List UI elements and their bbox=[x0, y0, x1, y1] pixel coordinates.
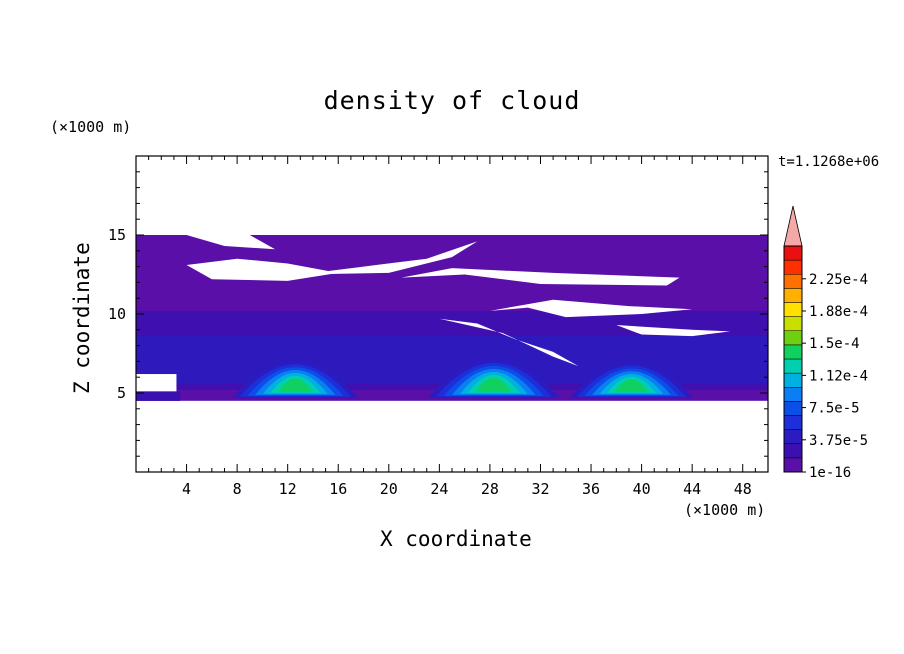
clear-gap-3 bbox=[401, 268, 680, 286]
colorbar-label: 7.5e-5 bbox=[809, 401, 860, 417]
cloud-field bbox=[136, 156, 768, 472]
colorbar-segment bbox=[783, 245, 803, 261]
clear-gap-6 bbox=[616, 325, 731, 337]
colorbar-segment bbox=[783, 457, 803, 473]
x-tick-label: 20 bbox=[380, 480, 398, 498]
colorbar-segment bbox=[783, 415, 803, 430]
x-tick-label: 36 bbox=[582, 480, 600, 498]
y-unit-label: (×1000 m) bbox=[50, 118, 132, 136]
clear-gap-2 bbox=[300, 241, 478, 275]
x-tick-label: 48 bbox=[734, 480, 752, 498]
y-tick-label: 15 bbox=[108, 226, 126, 244]
colorbar-segment bbox=[783, 302, 803, 317]
chart-title: density of cloud bbox=[323, 86, 581, 115]
updraft-core-0-ring-6 bbox=[278, 378, 313, 392]
colorbar-segment bbox=[783, 401, 803, 416]
clear-gap-4 bbox=[489, 299, 693, 318]
colorbar-label: 1e-16 bbox=[809, 465, 851, 481]
x-tick-label: 12 bbox=[279, 480, 297, 498]
clear-gap-8 bbox=[136, 156, 768, 235]
clear-gap-0 bbox=[186, 235, 276, 250]
colorbar-segment bbox=[783, 274, 803, 289]
time-label: t=1.1268e+06 bbox=[778, 154, 880, 170]
colorbar-segment bbox=[783, 288, 803, 303]
y-tick-label: 5 bbox=[117, 384, 126, 402]
x-tick-label: 28 bbox=[481, 480, 499, 498]
x-tick-label: 44 bbox=[683, 480, 701, 498]
x-tick-label: 4 bbox=[182, 480, 191, 498]
colorbar-label: 3.75e-5 bbox=[809, 433, 868, 449]
clear-gap-left bbox=[136, 374, 177, 392]
colorbar-segment bbox=[783, 372, 803, 388]
colorbar-segment bbox=[783, 443, 803, 459]
colorbar-label: 1.5e-4 bbox=[809, 336, 860, 352]
colorbar-segment bbox=[783, 429, 803, 444]
colorbar-segment bbox=[783, 330, 803, 346]
x-tick-label: 32 bbox=[531, 480, 549, 498]
colorbar-segment bbox=[783, 316, 803, 331]
updraft-core-1-ring-6 bbox=[476, 377, 512, 392]
cloud-left-patch bbox=[136, 391, 181, 401]
x-tick-label: 24 bbox=[430, 480, 448, 498]
colorbar-label: 2.25e-4 bbox=[809, 272, 868, 288]
x-tick-label: 40 bbox=[633, 480, 651, 498]
colorbar-extend-triangle bbox=[783, 205, 803, 247]
x-tick-label: 16 bbox=[329, 480, 347, 498]
updraft-core-2-ring-6 bbox=[614, 379, 649, 392]
clear-gap-1 bbox=[186, 258, 339, 281]
colorbar-segment bbox=[783, 259, 803, 275]
colorbar-segment bbox=[783, 387, 803, 402]
x-tick-label: 8 bbox=[233, 480, 242, 498]
colorbar-label: 1.12e-4 bbox=[809, 368, 868, 384]
colorbar-frame bbox=[783, 245, 803, 473]
clear-gap-7 bbox=[136, 400, 768, 472]
colorbar-label: 1.88e-4 bbox=[809, 304, 868, 320]
x-unit-label: (×1000 m) bbox=[684, 501, 766, 519]
colorbar-segment bbox=[783, 358, 803, 374]
x-axis-label: X coordinate bbox=[380, 527, 532, 551]
colorbar-segment bbox=[783, 344, 803, 360]
y-tick-label: 10 bbox=[108, 305, 126, 323]
